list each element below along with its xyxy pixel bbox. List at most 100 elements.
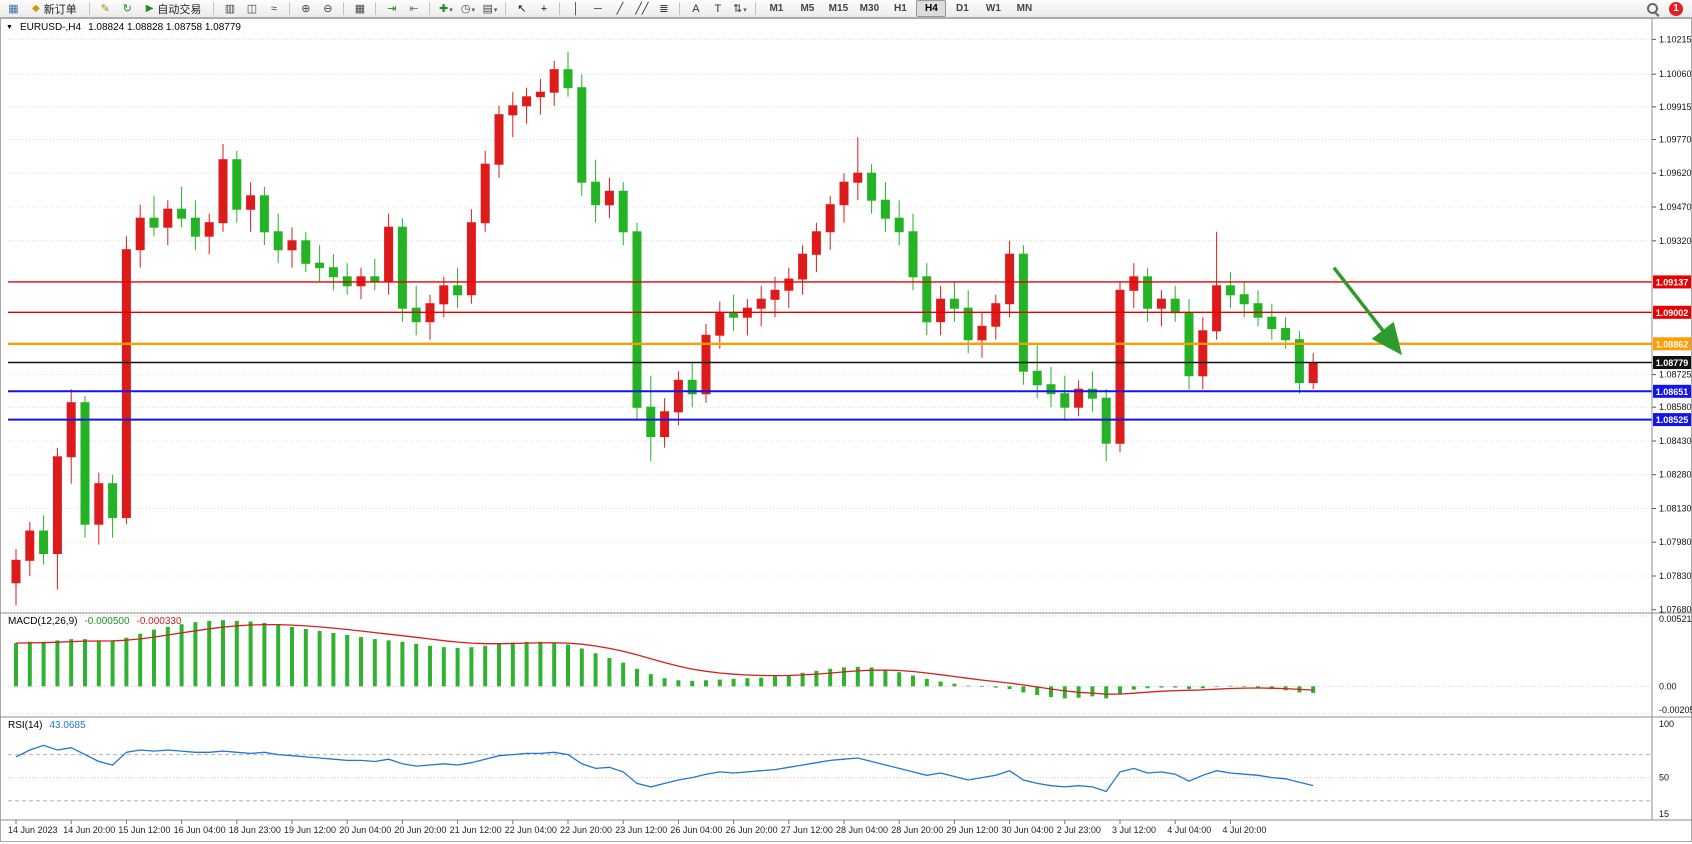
svg-text:29 Jun 12:00: 29 Jun 12:00: [946, 825, 998, 835]
toolbar-separator: [505, 2, 507, 15]
svg-text:1.08779: 1.08779: [1656, 358, 1689, 368]
svg-text:28 Jun 20:00: 28 Jun 20:00: [891, 825, 943, 835]
rsi-title: RSI(14): [8, 720, 43, 731]
svg-text:1.08430: 1.08430: [1659, 436, 1692, 446]
svg-text:1.09002: 1.09002: [1656, 308, 1689, 318]
svg-text:18 Jun 23:00: 18 Jun 23:00: [229, 825, 281, 835]
price-scale-badges: 1.09137 1.09002 1.08862 1.08779 1.08651 1.085…: [1653, 275, 1691, 427]
svg-text:1.09137: 1.09137: [1656, 277, 1689, 287]
svg-text:1.08130: 1.08130: [1659, 504, 1692, 514]
price-gridlines: [8, 38, 1652, 611]
autotrade-button[interactable]: ▶ 自动交易: [139, 1, 209, 17]
metaeditor-icon[interactable]: ✎: [100, 2, 110, 15]
arrows-icon[interactable]: ⇅▾: [733, 2, 747, 15]
price-scale[interactable]: 1.10215 1.10060 1.09915 1.09770 1.09620 1.094…: [1652, 34, 1692, 615]
periods-icon[interactable]: ◷▾: [460, 2, 475, 15]
price-badge: [1653, 413, 1691, 427]
notification-badge[interactable]: 1: [1669, 1, 1683, 16]
svg-text:100: 100: [1659, 719, 1674, 729]
macd-label: MACD(12,26,9) -0.000500 -0.000330: [8, 616, 182, 627]
macd-main-value: -0.000500: [84, 616, 130, 627]
horizontal-line-icon[interactable]: ─: [594, 2, 602, 15]
svg-text:30 Jun 04:00: 30 Jun 04:00: [1002, 825, 1054, 835]
price-badge: [1653, 275, 1691, 289]
svg-text:21 Jun 12:00: 21 Jun 12:00: [450, 825, 502, 835]
chart-shift-icon[interactable]: ⇤: [409, 2, 419, 15]
svg-text:1.10215: 1.10215: [1659, 34, 1692, 44]
macd-signal-value: -0.000330: [136, 616, 182, 627]
svg-text:20 Jun 20:00: 20 Jun 20:00: [394, 825, 446, 835]
toolbar-separator: [375, 2, 377, 15]
svg-text:1.07980: 1.07980: [1659, 537, 1692, 547]
fibonacci-icon[interactable]: ≣: [659, 2, 669, 15]
time-axis[interactable]: 14 Jun 2023 14 Jun 20:00 15 Jun 12:00 16 Ju…: [8, 820, 1266, 835]
timeframe-d1[interactable]: D1: [956, 3, 969, 14]
text-icon[interactable]: A: [692, 2, 700, 15]
macd-scale: 0.005211 0.00 -0.00205: [1659, 614, 1692, 715]
autoscroll-icon[interactable]: ⇥: [387, 2, 397, 15]
line-chart-icon[interactable]: ≈: [270, 2, 277, 15]
toolbar: ▦ ◆ 新订单 ✎ ↻ ▶ 自动交易 ▥ ◫ ≈ ⊕ ⊖ ▦ ⇥ ⇤ ✚▾ ◷▾ ▤▾ ↖ + │ ─ ╱ ╱╱ ≣ A T ⇅▾ M…: [0, 0, 1692, 18]
autotrade-button-label: 自动交易: [157, 3, 202, 16]
vertical-line-icon[interactable]: │: [572, 2, 580, 15]
search-icon[interactable]: [1645, 1, 1661, 17]
chart-title: ▼ EURUSD-,H4 1.08824 1.08828 1.08758 1.0…: [6, 22, 241, 33]
timeframe-m5[interactable]: M5: [800, 3, 815, 14]
refresh-icon[interactable]: ↻: [122, 2, 132, 15]
svg-text:2 Jul 23:00: 2 Jul 23:00: [1057, 825, 1101, 835]
templates-icon[interactable]: ▤▾: [482, 2, 498, 15]
svg-text:1.09620: 1.09620: [1659, 168, 1692, 178]
macd-signal-line: [15, 623, 1314, 695]
rsi-panel: 100 50 15: [8, 719, 1674, 819]
trend-arrow-annotation[interactable]: [1332, 266, 1403, 356]
toolbar-separator: [343, 2, 345, 15]
zoom-in-icon[interactable]: ⊕: [301, 2, 311, 15]
svg-text:15 Jun 12:00: 15 Jun 12:00: [118, 825, 170, 835]
chart-area: 1.10215 1.10060 1.09915 1.09770 1.09620 1.094…: [0, 18, 1692, 844]
symbol-collapse-icon[interactable]: ▼: [6, 24, 13, 31]
price-badge: [1653, 337, 1691, 351]
timeframe-m30[interactable]: M30: [859, 3, 880, 14]
indicators-icon[interactable]: ✚▾: [439, 2, 453, 15]
svg-text:1.08725: 1.08725: [1659, 370, 1692, 380]
toolbar-separator: [755, 2, 757, 15]
rsi-scale: 100 50 15: [1659, 719, 1674, 819]
svg-text:15: 15: [1659, 809, 1669, 819]
macd-panel: 0.005211 0.00 -0.00205: [8, 614, 1692, 715]
cursor-icon[interactable]: ↖: [517, 2, 527, 15]
new-order-button[interactable]: ◆ 新订单: [25, 1, 84, 17]
crosshair-icon[interactable]: +: [540, 2, 548, 15]
channel-icon[interactable]: ╱╱: [635, 2, 649, 15]
svg-text:1.07680: 1.07680: [1659, 605, 1692, 615]
text-label-icon[interactable]: T: [714, 2, 722, 15]
svg-text:1.08862: 1.08862: [1656, 339, 1689, 349]
timeframe-h1[interactable]: H1: [894, 3, 907, 14]
price-badge: [1653, 384, 1691, 398]
timeframe-m1[interactable]: M1: [769, 3, 784, 14]
svg-text:14 Jun 2023: 14 Jun 2023: [8, 825, 58, 835]
timeframe-h4[interactable]: H4: [916, 0, 947, 17]
new-chart-icon[interactable]: ▦: [8, 2, 19, 15]
bar-chart-icon[interactable]: ▥: [224, 2, 236, 15]
svg-text:22 Jun 04:00: 22 Jun 04:00: [505, 825, 557, 835]
timeframe-m15[interactable]: M15: [828, 3, 849, 14]
svg-text:1.08580: 1.08580: [1659, 402, 1692, 412]
svg-text:0.00: 0.00: [1659, 681, 1677, 691]
svg-text:22 Jun 20:00: 22 Jun 20:00: [560, 825, 612, 835]
svg-text:1.10060: 1.10060: [1659, 69, 1692, 79]
chart-ohlc-values: 1.08824 1.08828 1.08758 1.08779: [88, 22, 241, 33]
svg-text:-0.00205: -0.00205: [1659, 705, 1692, 715]
toolbar-separator: [213, 2, 215, 15]
chart-frame: [0, 18, 1692, 842]
svg-text:4 Jul 20:00: 4 Jul 20:00: [1222, 825, 1266, 835]
candlestick-chart-icon[interactable]: ◫: [246, 2, 258, 15]
toolbar-separator: [559, 2, 561, 15]
zoom-out-icon[interactable]: ⊖: [323, 2, 333, 15]
trendline-icon[interactable]: ╱: [616, 2, 624, 15]
price-badge: [1653, 305, 1691, 319]
timeframe-mn[interactable]: MN: [1016, 3, 1033, 14]
chevron-down-icon: ▾: [471, 6, 475, 14]
timeframe-w1[interactable]: W1: [985, 3, 1001, 14]
tile-windows-icon[interactable]: ▦: [354, 2, 366, 15]
svg-text:23 Jun 12:00: 23 Jun 12:00: [615, 825, 667, 835]
